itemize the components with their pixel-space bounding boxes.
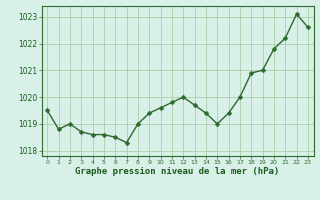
X-axis label: Graphe pression niveau de la mer (hPa): Graphe pression niveau de la mer (hPa)	[76, 167, 280, 176]
